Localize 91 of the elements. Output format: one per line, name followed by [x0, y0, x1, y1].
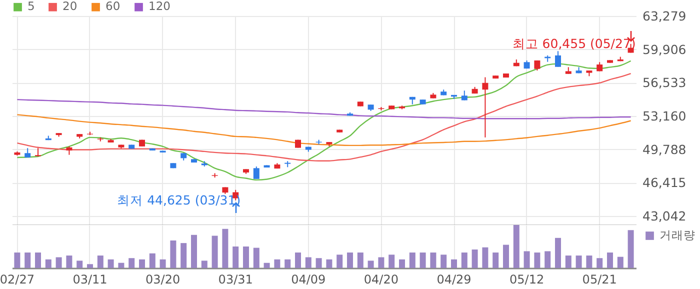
candlestick [482, 76, 488, 138]
bar [596, 258, 603, 268]
bar [222, 228, 228, 268]
bar [628, 230, 634, 268]
bar [513, 225, 520, 268]
bar [357, 252, 364, 268]
bar [264, 262, 270, 268]
line-series [16, 114, 632, 146]
bar [420, 252, 426, 268]
bar [326, 259, 332, 268]
candlestick [461, 90, 468, 101]
bar [274, 259, 280, 268]
bar [191, 234, 197, 268]
y-tick-label: 49,788 [642, 142, 686, 157]
bar [14, 252, 20, 268]
bar [565, 256, 572, 268]
bar [108, 259, 114, 268]
bar [243, 246, 249, 268]
bar [97, 256, 104, 268]
candlestick [253, 166, 260, 180]
bar [305, 257, 312, 268]
bar [607, 252, 613, 268]
bar [201, 260, 208, 268]
bar [388, 254, 395, 268]
bar [399, 259, 405, 268]
legend-label: 120 [148, 0, 170, 14]
line-series [16, 98, 632, 120]
y-tick-label: 63,279 [642, 8, 686, 24]
bar [378, 257, 384, 268]
bar [555, 238, 561, 268]
x-tick-label: 02/27 [0, 272, 34, 286]
y-tick-label: 46,415 [642, 175, 686, 190]
x-tick-label: 04/20 [364, 272, 398, 286]
bar [56, 257, 62, 268]
bar [284, 259, 291, 268]
bar [45, 259, 52, 268]
bar [534, 252, 540, 268]
bar [35, 252, 41, 268]
x-tick-label: 03/20 [146, 272, 180, 286]
bar [295, 252, 301, 268]
bar [430, 252, 436, 268]
bar [461, 252, 468, 268]
bar [482, 247, 488, 268]
legend-label: 60 [106, 0, 120, 14]
bar [451, 259, 457, 268]
bar [472, 250, 478, 268]
bar [212, 236, 218, 268]
candlestick [555, 50, 561, 68]
x-tick-label: 03/31 [218, 272, 253, 286]
bar [336, 254, 343, 268]
bar [524, 251, 530, 268]
line-series [16, 72, 632, 162]
bar [347, 252, 353, 268]
bar [149, 253, 156, 268]
bar [24, 252, 31, 268]
bar [544, 251, 551, 268]
bar [118, 262, 124, 268]
candlestick [24, 148, 31, 158]
bar [316, 258, 322, 268]
bar [253, 248, 260, 268]
legend-label: 20 [62, 0, 78, 14]
x-tick-label: 03/11 [72, 272, 108, 286]
y-tick-label: 56,533 [642, 75, 686, 90]
y-tick-label: 59,906 [642, 42, 686, 57]
bar [368, 260, 374, 268]
bar [128, 258, 135, 268]
bar [409, 252, 416, 268]
bar [586, 256, 592, 268]
bar [87, 264, 93, 268]
bar [440, 254, 447, 268]
x-tick-label: 05/12 [510, 272, 544, 286]
bar [180, 243, 187, 268]
x-tick-label: 05/21 [582, 272, 617, 286]
legend-label: 5 [28, 0, 35, 14]
bar [170, 240, 176, 268]
bar [76, 260, 83, 268]
bar [503, 244, 509, 268]
bar [139, 259, 145, 268]
annotation: 최고 60,455 (05/27) [512, 36, 636, 51]
bar [617, 256, 624, 268]
y-tick-label: 43,042 [642, 208, 686, 224]
bar [492, 252, 499, 268]
bar [160, 259, 166, 268]
y-tick-label: 53,160 [642, 108, 686, 124]
bar [576, 256, 582, 268]
bar [232, 246, 239, 268]
bar [66, 256, 72, 268]
x-tick-label: 04/29 [436, 272, 472, 286]
annotation: 최저 44,625 (03/31) [117, 192, 241, 208]
x-tick-label: 04/09 [291, 272, 326, 286]
legend-label: 거래량 [660, 228, 696, 242]
